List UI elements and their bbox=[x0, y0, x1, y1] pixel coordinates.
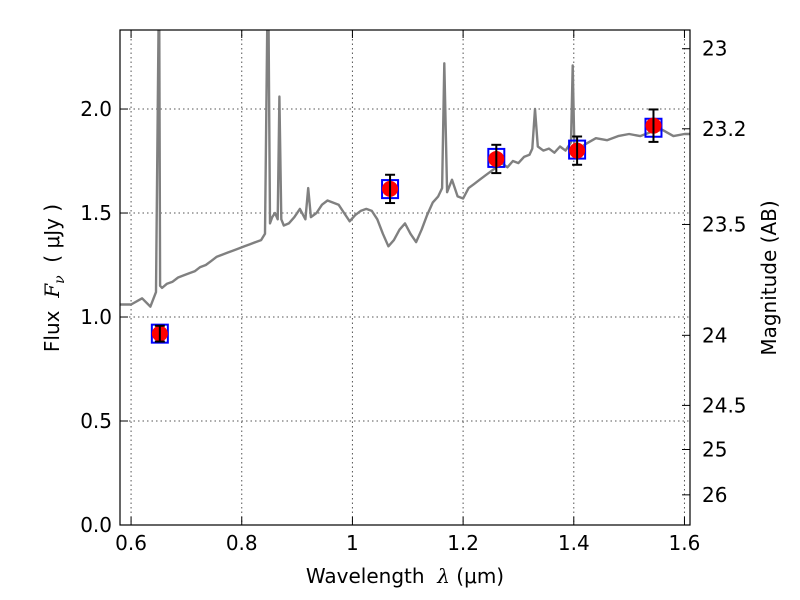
y2-tick-label: 24 bbox=[702, 323, 727, 347]
axis-ticks bbox=[120, 30, 690, 526]
y2-tick-label: 23 bbox=[702, 37, 727, 61]
y-tick-label: 0.0 bbox=[80, 513, 112, 537]
y-tick-label: 1.0 bbox=[80, 305, 112, 329]
x-tick-label: 1 bbox=[346, 531, 359, 555]
x-tick-label: 1.2 bbox=[447, 531, 479, 555]
x-tick-label: 1.4 bbox=[558, 531, 590, 555]
x-axis-label-symbol: λ bbox=[436, 564, 450, 588]
y-axis-label: Flux Fν ( μJy ) bbox=[40, 204, 68, 352]
x-axis-label-text: Wavelength bbox=[306, 564, 437, 588]
spectrum-series bbox=[120, 30, 690, 308]
plot-frame bbox=[119, 29, 691, 526]
y2-tick-label: 25 bbox=[702, 438, 727, 462]
x-tick-label: 0.8 bbox=[226, 531, 258, 555]
y2-tick-label: 24.5 bbox=[702, 393, 747, 417]
tick-labels: 0.6 0.8 1 1.2 1.4 1.6 0.0 0.5 1.0 1.5 2.0 23 23.2 23.… bbox=[80, 37, 746, 555]
y-axis-label-unit: ( μJy ) bbox=[40, 204, 64, 276]
spectrum-line bbox=[120, 30, 690, 308]
x-axis-label-unit: (μm) bbox=[450, 564, 504, 588]
x-tick-label: 1.6 bbox=[669, 531, 701, 555]
y2-tick-label: 23.5 bbox=[702, 212, 747, 236]
y-tick-label: 0.5 bbox=[80, 409, 112, 433]
y2-tick-label: 23.2 bbox=[702, 117, 747, 141]
x-axis-label: Wavelength λ (μm) bbox=[306, 564, 504, 588]
y-axis-label-subscript: ν bbox=[52, 275, 68, 284]
y-tick-label: 2.0 bbox=[80, 97, 112, 121]
y2-tick-label: 26 bbox=[702, 483, 727, 507]
y2-axis-label: Magnitude (AB) bbox=[757, 200, 781, 355]
grid bbox=[120, 30, 690, 525]
y-tick-label: 1.5 bbox=[80, 201, 112, 225]
y-axis-label-text: Flux bbox=[40, 298, 64, 352]
x-tick-label: 0.6 bbox=[115, 531, 147, 555]
y-axis-label-symbol: F bbox=[40, 283, 64, 299]
photometry-series bbox=[150, 108, 663, 344]
